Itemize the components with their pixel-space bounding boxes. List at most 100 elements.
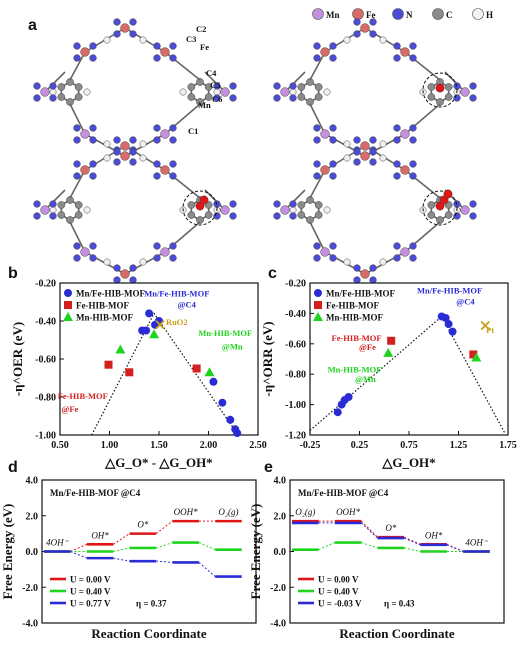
energy-connector	[360, 522, 378, 539]
annotation: Fe-HIB-MOF	[58, 391, 108, 401]
legend-label: Mn-HIB-MOF	[326, 313, 383, 323]
atom-n	[369, 158, 377, 166]
atom-n	[153, 172, 161, 180]
atom-n	[409, 42, 417, 50]
atom-c	[187, 201, 196, 209]
atom-n	[49, 212, 57, 220]
data-point	[448, 327, 457, 336]
atom-fe	[400, 165, 410, 175]
atom-mn	[280, 87, 290, 97]
atom-mn	[460, 205, 470, 215]
legend-atom-n	[392, 8, 404, 20]
atom-n	[393, 254, 401, 262]
energy-connector	[70, 543, 88, 552]
atom-h	[83, 88, 91, 96]
bond	[204, 71, 226, 93]
x-axis-label: Reaction Coordinate	[91, 626, 206, 641]
atom-c	[314, 201, 323, 209]
volcano-line	[91, 312, 239, 436]
atom-h	[323, 88, 331, 96]
annotation: @Mn	[222, 342, 243, 352]
atom-h	[83, 206, 91, 214]
atom-fe	[360, 23, 370, 33]
legend-atom-c	[432, 8, 444, 20]
atom-n	[289, 94, 297, 102]
atom-n	[49, 82, 57, 90]
atom-n	[409, 172, 417, 180]
legend-atom-mn	[312, 8, 324, 20]
atom-h	[379, 258, 387, 266]
data-point	[387, 336, 396, 345]
legend-marker	[64, 289, 72, 297]
step-label: O*	[385, 523, 396, 533]
legend-label-h: H	[486, 10, 493, 20]
atom-n	[313, 172, 321, 180]
atom-h	[289, 88, 297, 96]
atom-n	[329, 54, 337, 62]
atom-n	[113, 148, 121, 156]
data-point	[344, 393, 353, 401]
atom-fe	[120, 269, 130, 279]
adsorption-site-circle	[422, 72, 458, 108]
atom-n	[129, 276, 137, 284]
atom-n	[409, 242, 417, 250]
atom-n	[153, 242, 161, 250]
atom-n	[369, 276, 377, 284]
atom-n	[393, 124, 401, 132]
legend-marker	[314, 289, 322, 297]
step-label: O₂(g)	[218, 507, 238, 517]
bond	[69, 103, 86, 135]
panel-label-d: d	[8, 459, 18, 476]
atom-mn	[320, 247, 330, 257]
atom-n	[353, 148, 361, 156]
y-tick-label: -4.0	[270, 619, 286, 630]
y-tick-label: 0.0	[274, 547, 287, 558]
panel-label-e: e	[264, 459, 273, 476]
atom-fe	[160, 165, 170, 175]
x-tick-label: 2.00	[200, 440, 218, 451]
atom-n	[129, 148, 137, 156]
x-axis-label: Reaction Coordinate	[339, 626, 454, 641]
atom-c	[444, 83, 453, 91]
data-point	[471, 352, 482, 362]
atom-h	[343, 258, 351, 266]
atom-n	[393, 172, 401, 180]
energy-connector	[155, 542, 173, 549]
annotation: @Fe	[359, 342, 376, 352]
annotation: Mn-HIB-MOF	[328, 365, 382, 375]
chart-title: Mn/Fe-HIB-MOF @C4	[298, 488, 389, 498]
atom-n	[369, 30, 377, 38]
y-axis-label: -η^OER (eV)	[10, 322, 25, 397]
atom-n	[73, 160, 81, 168]
atom-n	[353, 18, 361, 26]
atom-c	[187, 211, 196, 219]
data-point	[145, 309, 154, 318]
y-tick-label: -0.20	[35, 279, 56, 290]
x-tick-label: 2.50	[249, 440, 267, 451]
atom-n	[393, 42, 401, 50]
energy-connector	[446, 544, 464, 552]
atom-fe	[120, 23, 130, 33]
atom-n	[33, 212, 41, 220]
atom-n	[73, 124, 81, 132]
legend-marker	[313, 312, 323, 321]
atom-n	[369, 148, 377, 156]
atom-label-c1: C1	[188, 126, 198, 136]
atom-n	[73, 42, 81, 50]
legend-label: Mn-HIB-MOF	[76, 313, 133, 323]
atom-mn	[220, 87, 230, 97]
atom-n	[393, 160, 401, 168]
atom-n	[273, 94, 281, 102]
atom-c	[297, 201, 306, 209]
atom-mn	[400, 247, 410, 257]
atom-n	[313, 42, 321, 50]
atom-n	[229, 94, 237, 102]
atom-c	[297, 83, 306, 91]
atom-n	[89, 172, 97, 180]
energy-connector	[113, 557, 130, 562]
legend-marker	[314, 301, 322, 309]
atom-n	[289, 82, 297, 90]
energy-connector	[70, 551, 87, 559]
panel-e: e4.0 2.0 0.0 -2.0 -4.0 Mn/Fe-HIB-MOF @C4 O₂(g)…	[248, 459, 505, 641]
